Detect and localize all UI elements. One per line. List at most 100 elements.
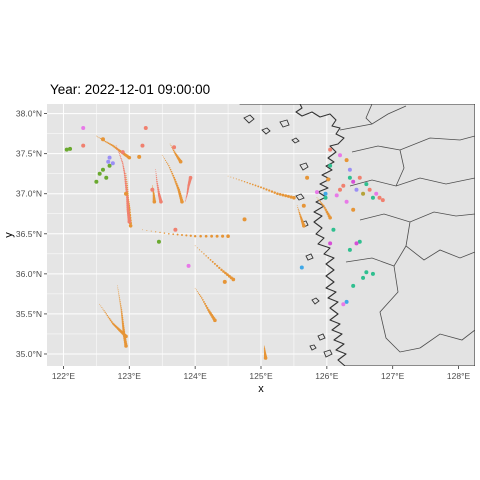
track-dot: [194, 287, 196, 289]
vessel-point: [64, 147, 69, 152]
vessel-point: [351, 179, 356, 184]
vessel-point: [107, 163, 112, 168]
track-dot: [122, 326, 125, 330]
track-dot: [125, 186, 128, 189]
track-dot: [155, 175, 157, 177]
track-dot: [169, 143, 171, 145]
track-dot: [109, 319, 112, 322]
track-dot: [118, 151, 120, 153]
track-dot: [322, 204, 325, 207]
track-dot: [122, 164, 124, 166]
track-dot: [299, 213, 301, 216]
track-dot: [124, 180, 127, 183]
track-dot: [176, 186, 180, 189]
track-dot: [166, 161, 168, 163]
track-dot: [170, 145, 172, 147]
vessel-point: [347, 167, 352, 172]
vessel-track: [194, 245, 236, 282]
track-dot: [273, 191, 276, 194]
vessel-point: [347, 175, 352, 180]
track-dot: [118, 297, 121, 299]
vessel-track: [161, 154, 184, 204]
track-dot: [119, 156, 122, 158]
track-dot: [120, 157, 122, 160]
track-dot: [124, 344, 128, 348]
track-dot: [116, 146, 118, 148]
track-dot: [104, 140, 107, 143]
track-dot: [106, 314, 109, 317]
track-dot: [155, 173, 157, 175]
vessel-point: [172, 145, 177, 150]
track-dot: [127, 155, 132, 160]
track-dot: [121, 162, 124, 165]
track-dot: [163, 232, 166, 234]
track-dot: [270, 190, 274, 193]
vessel-point: [100, 167, 105, 172]
track-dot: [121, 314, 124, 317]
track-dot: [172, 174, 175, 177]
track-dot: [221, 234, 225, 238]
track-dot: [224, 271, 227, 275]
track-dot: [95, 135, 97, 137]
track-dot: [117, 289, 119, 291]
track-dot: [157, 188, 160, 191]
vessel-track: [296, 205, 306, 228]
vessel-point: [331, 227, 336, 232]
track-dot: [204, 234, 208, 238]
track-dot: [185, 198, 187, 200]
vessel-point: [222, 279, 227, 284]
vessel-point: [361, 191, 366, 196]
vessel-track: [151, 185, 157, 204]
track-dot: [218, 266, 221, 269]
track-dot: [124, 182, 127, 185]
track-dot: [151, 185, 153, 187]
vessel-point: [124, 191, 129, 196]
vessel-track: [155, 169, 163, 204]
x-tick-label: 127°E: [381, 371, 405, 381]
track-dot: [123, 174, 126, 177]
track-dot: [323, 206, 326, 209]
track-dot: [107, 316, 110, 318]
vessel-track: [169, 143, 183, 164]
track-dot: [124, 334, 128, 339]
y-axis-title: y: [3, 232, 15, 238]
track-dot: [120, 310, 123, 313]
x-tick-label: 128°E: [447, 371, 471, 381]
track-dot: [111, 144, 114, 147]
track-dot: [101, 307, 103, 309]
track-dot: [122, 167, 125, 170]
track-dot: [196, 247, 198, 249]
x-tick-label: 126°E: [315, 371, 339, 381]
track-dot: [197, 292, 200, 294]
vessel-point: [334, 193, 339, 198]
vessel-point: [156, 239, 161, 244]
track-dot: [185, 234, 188, 237]
track-dot: [180, 199, 184, 204]
track-dot: [167, 163, 169, 165]
track-dot: [203, 253, 205, 255]
track-dot: [204, 302, 207, 305]
vessel-point: [150, 187, 155, 192]
track-dot: [328, 215, 332, 220]
track-dot: [162, 156, 164, 158]
track-dot: [118, 153, 121, 155]
track-dot: [299, 215, 302, 218]
vessel-point: [377, 195, 382, 200]
vessel-point: [299, 265, 304, 270]
vessel-point: [173, 227, 178, 232]
vessel-point: [341, 302, 346, 307]
vessel-point: [328, 163, 333, 168]
track-dot: [278, 193, 282, 196]
track-dot: [171, 172, 174, 175]
track-dot: [174, 180, 177, 183]
vessel-point: [367, 187, 372, 192]
vessel-point: [354, 187, 359, 192]
track-dot: [156, 178, 158, 181]
track-dot: [159, 231, 161, 234]
track-dot: [97, 136, 99, 138]
vessel-point: [137, 154, 142, 159]
track-dot: [126, 204, 130, 208]
track-dot: [119, 305, 122, 307]
track-dot: [320, 202, 323, 204]
track-dot: [249, 182, 251, 185]
